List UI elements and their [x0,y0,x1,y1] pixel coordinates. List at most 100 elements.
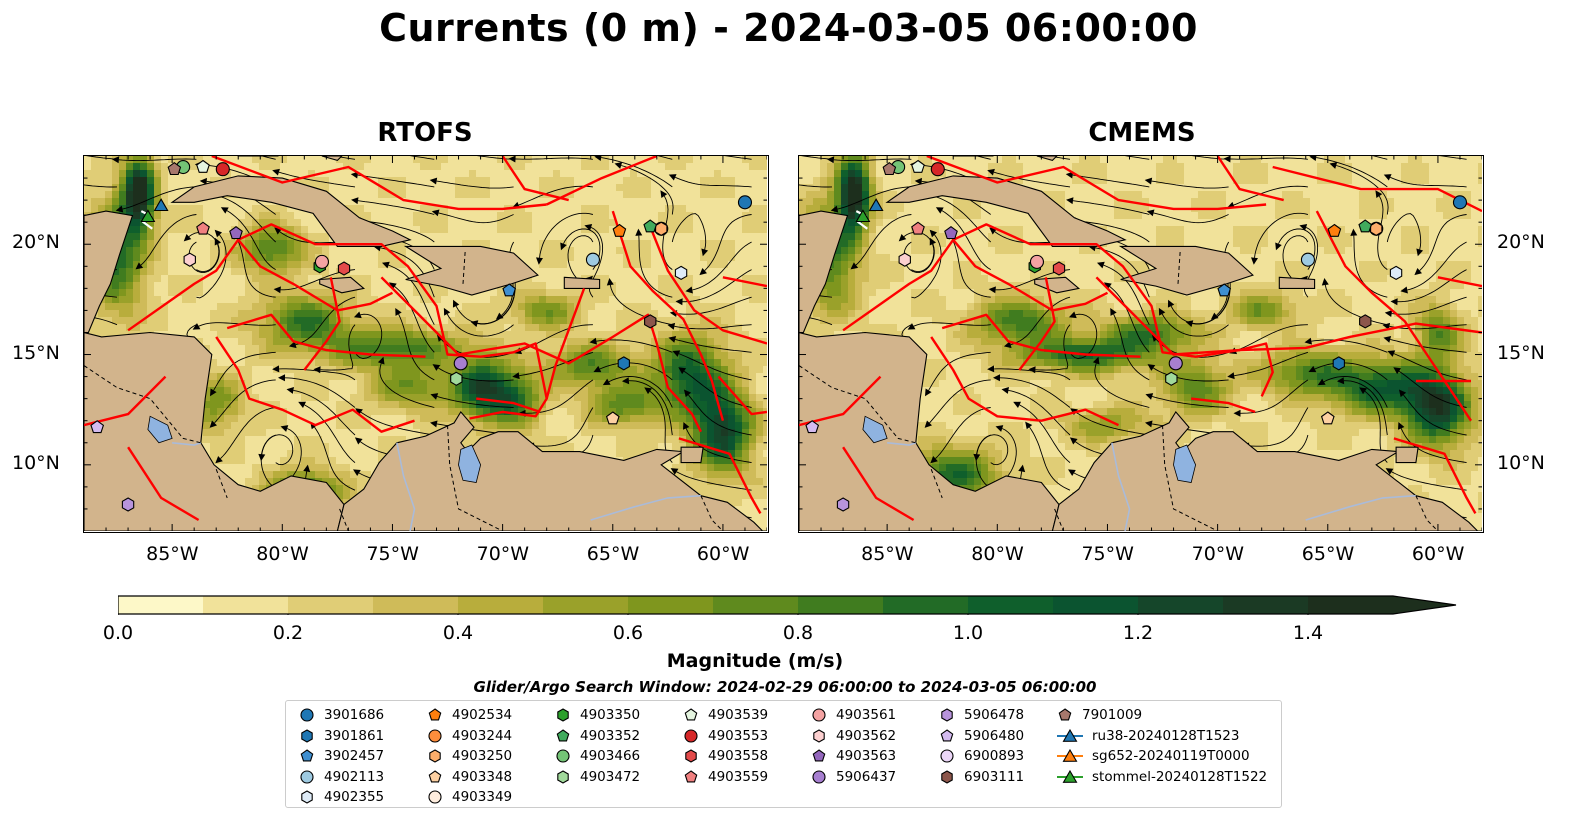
stream-arrow [303,464,311,473]
stream-arrow [1104,282,1112,290]
colorbar-tick-label: 1.2 [1122,622,1154,644]
float-6903111 [1359,314,1372,329]
stream-arrow [470,320,479,327]
colorbar-segment [798,596,884,614]
legend-marker [1057,749,1083,763]
eez-line [1216,156,1284,202]
legend-marker [1057,769,1083,783]
float-5906480 [805,420,820,434]
eez-line [1095,276,1482,356]
float-3902457 [1217,283,1232,297]
legend-label: 4903563 [836,748,897,765]
float-5906480 [90,420,105,434]
stream-arrow [1309,156,1317,162]
stream-arrow [560,242,567,251]
stream-arrow [273,286,281,294]
map-panel-rtofs[interactable] [83,155,769,533]
land-cuba [885,175,1127,247]
legend-item: 3901686 [298,705,384,725]
legend-label: 5906480 [964,727,1025,744]
float-3901861 [617,356,630,371]
land-puerto-rico [563,276,601,289]
legend-marker [300,708,314,722]
float-4902355 [1389,265,1403,281]
colorbar-segment [288,596,374,614]
stream-arrow [1299,224,1308,231]
eez-line [1191,397,1256,414]
eez-line [842,446,915,522]
lat-tick-label-right: 20°N [1497,231,1545,254]
river [887,442,917,446]
float-4903348 [1320,411,1335,425]
stream-arrow [220,207,229,214]
stream-arrow [1383,336,1392,343]
float-3901861 [1332,356,1345,371]
legend-item: 4902113 [298,767,384,787]
lat-tick-label-left: 20°N [12,231,60,254]
stream-arrow [594,156,602,162]
legend-label: 3901686 [324,707,385,723]
stream-arrow [111,156,120,164]
float-4903539 [911,159,925,173]
stream-arrow [1398,389,1407,398]
stream-arrow [850,262,859,270]
frame-ticks [84,156,767,531]
legend-label: 6900893 [964,748,1025,765]
stream-arrow [682,421,690,430]
eez-line [545,287,586,399]
legend-marker [557,770,569,784]
lon-tick-label: 60°W [696,543,750,565]
legend-item: stommel-20240128T1522 [1056,767,1267,787]
lake-maracaibo [1173,444,1197,483]
stream-arrow [286,386,294,394]
legend-marker [940,728,954,742]
legend-marker-4902534 [428,708,442,721]
stream-arrow [215,456,223,464]
eez-line [211,156,547,211]
legend-marker [941,708,953,722]
stream-arrow [1416,248,1424,257]
river [172,442,202,446]
legend-item: 4903348 [426,767,512,787]
eez-line [941,313,1141,358]
lon-tick-label: 75°W [366,543,419,565]
legend-marker [684,729,698,743]
legend-label: 4902355 [324,789,385,806]
legend-item: 4903563 [810,746,896,766]
stream-arrow [1167,299,1175,308]
legend-label: 4903559 [708,768,769,785]
legend-label: 4903466 [580,748,641,765]
stream-arrow [1375,190,1383,199]
stream-arrow [593,365,602,373]
stream-arrow [1383,174,1392,181]
stream-arrow [935,207,944,214]
colorbar-tick-label: 0.8 [782,622,814,644]
stream-arrow [668,336,677,343]
colorbar-segment [1223,596,1309,614]
legend-marker [684,708,698,721]
float-4902534 [1327,223,1342,237]
legend-item: 4903244 [426,726,512,746]
stream-arrow [924,420,933,428]
float-markers [805,159,1468,512]
colorbar-tick-label: 1.0 [952,622,984,644]
glider-stommel-20240128T1522 [140,209,156,223]
stream-arrow [699,267,707,276]
colorbar-tick-label: 0.4 [442,622,474,644]
legend-label: 3901861 [324,727,385,744]
land-puerto-rico [1278,276,1316,289]
legend-item: 4902534 [426,705,512,725]
colorbar-segment [1053,596,1139,614]
panel-title-right: CMEMS [1088,118,1196,148]
map-panel-cmems[interactable] [798,155,1484,533]
stream-arrow [1317,378,1326,386]
eez-line [380,276,702,433]
stream-arrow [381,261,390,269]
lon-tick-label: 75°W [1081,543,1134,565]
stream-arrow [1028,366,1036,374]
stream-arrow [135,262,144,270]
country-border [1054,508,1064,531]
stream-arrow [430,393,439,400]
eez-line [930,336,1120,427]
land-trinidad [680,446,704,464]
